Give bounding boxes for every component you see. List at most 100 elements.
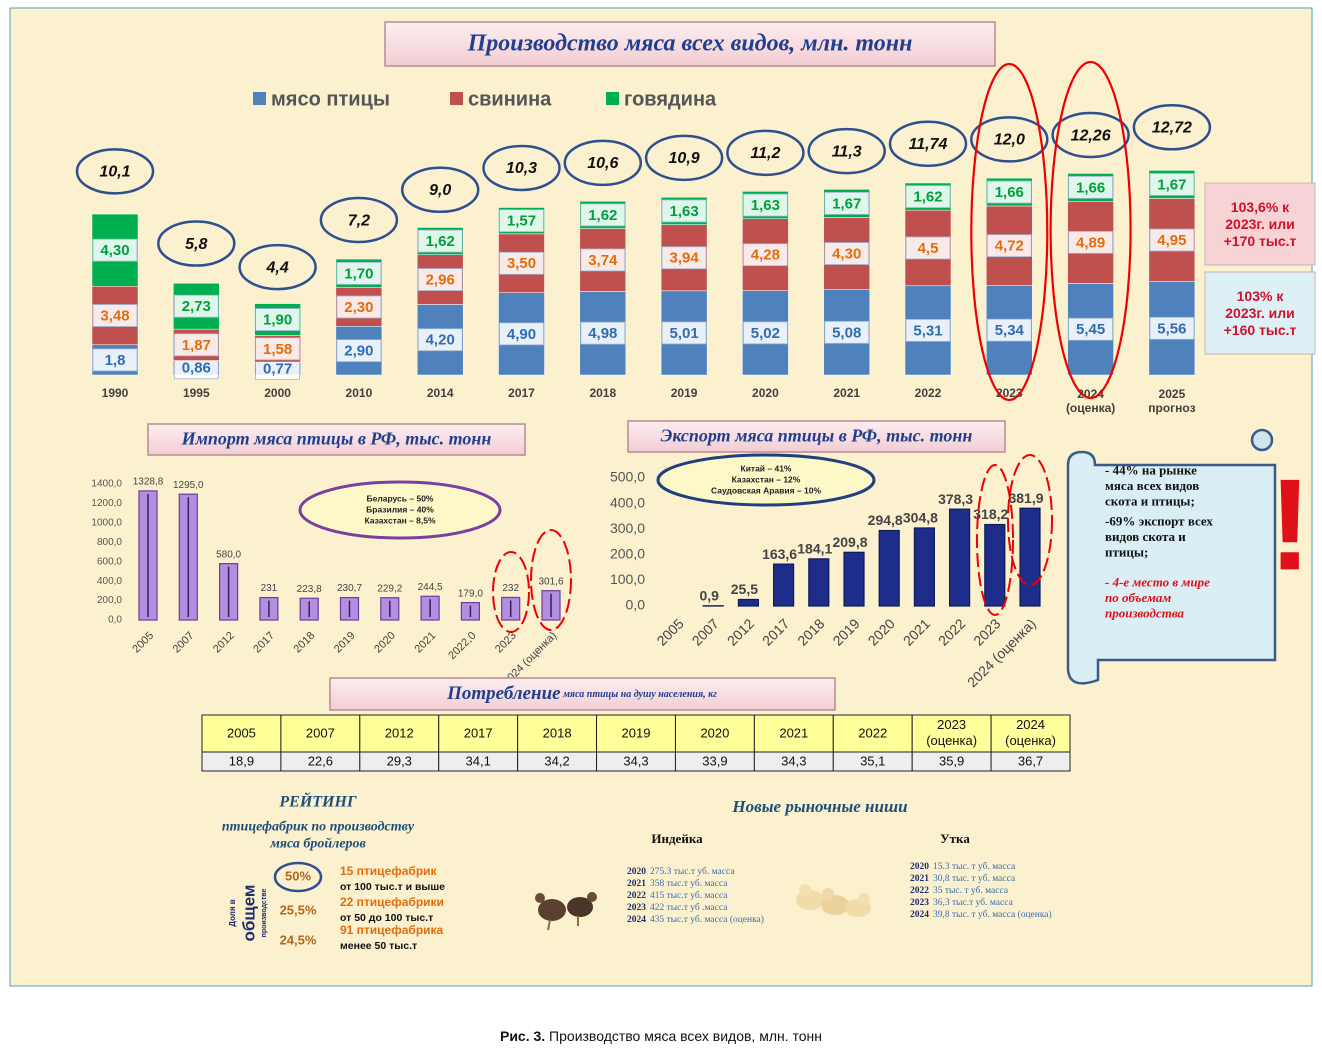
bar <box>985 525 1005 606</box>
value-label: 1,90 <box>263 312 292 329</box>
value-label: 163,6 <box>762 546 797 562</box>
caption-label: Рис. 3. <box>500 1028 545 1044</box>
rating-range: от 100 тыс.т и выше <box>340 881 445 893</box>
legend-swatch <box>606 92 619 105</box>
callout-item: - 44% на рынкемяса всех видовскота и пти… <box>1105 462 1199 508</box>
table-header: 2012 <box>385 725 414 740</box>
value-label: 4,98 <box>588 325 617 342</box>
rating-count: 15 птицефабрик <box>340 864 438 878</box>
rating-range: менее 50 тыс.т <box>340 940 417 952</box>
y-tick-label: 1400,0 <box>91 479 122 490</box>
value-label: 1,67 <box>832 195 861 212</box>
value-label: 3,94 <box>669 250 699 267</box>
rating-axis-label: общем <box>239 884 258 941</box>
table-header: 2018 <box>543 725 572 740</box>
value-label: 4,30 <box>100 242 129 259</box>
x-tick-label: 2022 <box>915 386 942 400</box>
x-tick-label: 1990 <box>102 386 129 400</box>
total-label: 12,26 <box>1071 127 1111 144</box>
niche-year: 2023 <box>910 898 929 908</box>
table-header: 2005 <box>227 725 256 740</box>
table-value: 29,3 <box>387 753 412 768</box>
inset-line: Казахстан – 12% <box>732 474 801 484</box>
niche-year: 2020 <box>627 867 646 877</box>
value-label: 5,01 <box>669 325 698 342</box>
value-label: 3,74 <box>588 252 618 269</box>
legend-label: свинина <box>468 88 552 110</box>
value-label: 1295,0 <box>173 480 204 491</box>
value-label: 1,63 <box>751 197 780 214</box>
value-label: 1,87 <box>182 337 211 354</box>
total-label: 10,1 <box>99 164 130 181</box>
table-value: 34,3 <box>623 753 648 768</box>
value-label: 223,8 <box>297 584 322 595</box>
value-label: 304,8 <box>903 510 938 526</box>
niche-line: 2023422 тыс.т уб .масса <box>627 902 728 913</box>
exclamation: ! <box>1268 451 1311 597</box>
value-label: 4,72 <box>995 238 1024 255</box>
value-label: 230,7 <box>337 583 362 594</box>
value-label: 5,08 <box>832 324 861 341</box>
table-value: 34,2 <box>544 753 569 768</box>
value-label: 4,20 <box>426 332 455 349</box>
value-label: 229,2 <box>377 583 402 594</box>
legend-swatch <box>450 92 463 105</box>
niche-line: 202015.3 тыс. т уб. масса <box>910 861 1016 872</box>
total-label: 11,2 <box>750 145 780 162</box>
total-label: 5,8 <box>185 236 207 253</box>
value-label: 2,73 <box>182 298 211 315</box>
y-tick-label: 400,0 <box>610 494 645 510</box>
value-label: 1,62 <box>426 233 455 250</box>
chart-title: Импорт мяса птицы в РФ, тыс. тонн <box>181 429 492 449</box>
value-label: 4,89 <box>1076 234 1105 251</box>
scroll-curl <box>1252 430 1272 450</box>
value-label: 1,62 <box>913 189 942 206</box>
value-label: 244,5 <box>418 582 443 593</box>
y-tick-label: 0,0 <box>108 615 122 626</box>
bar <box>738 599 758 606</box>
table-value: 18,9 <box>229 753 254 768</box>
niche-line: 202130,8 тыс. т уб. масса <box>910 873 1016 884</box>
total-label: 11,3 <box>832 143 862 160</box>
inset-line: Казахстан – 8,5% <box>364 515 435 525</box>
value-label: 5,34 <box>995 322 1025 339</box>
value-label: 4,5 <box>918 240 939 257</box>
x-tick-label: 2021 <box>833 386 860 400</box>
total-label: 10,9 <box>669 150 700 167</box>
rating-count: 22 птицефабрики <box>340 895 444 909</box>
table-title-rest: мяса птицы на душу населения, кг <box>561 689 718 700</box>
value-label: 179,0 <box>458 588 483 599</box>
page: Производство мяса всех видов, млн. тоннм… <box>0 0 1322 1059</box>
x-tick-label: 2017 <box>508 386 535 400</box>
value-label: 1328,8 <box>133 477 164 488</box>
table-title-main: Потребление <box>446 683 561 704</box>
niche-text: 415 тыс.т уб. масса <box>650 890 728 901</box>
value-label: 1,63 <box>669 203 698 220</box>
value-label: 231 <box>261 583 278 594</box>
y-tick-label: 200,0 <box>610 546 645 562</box>
rating-axis-label: Доля в <box>228 899 237 926</box>
value-label: 0,9 <box>699 587 719 603</box>
value-label: 1,62 <box>588 207 617 224</box>
niche-text: 275.3 тыс.т уб. масса <box>650 866 735 877</box>
caption: Рис. 3. Производство мяса всех видов, мл… <box>500 1028 822 1044</box>
table-value: 34,1 <box>466 753 491 768</box>
total-label: 4,4 <box>265 259 288 276</box>
legend-swatch <box>253 92 266 105</box>
legend-label: мясо птицы <box>271 88 390 110</box>
rating-range: от 50 до 100 тыс.т <box>340 912 433 924</box>
rating-axis-label: производстве <box>261 889 268 938</box>
table-value: 35,9 <box>939 753 964 768</box>
value-label: 381,9 <box>1008 490 1043 506</box>
table-header: 2007 <box>306 725 335 740</box>
niche-text: 39,8 тыс. т уб. масса (оценка) <box>933 909 1052 920</box>
table-header: 2017 <box>464 725 493 740</box>
value-label: 5,45 <box>1076 321 1105 338</box>
total-label: 12,72 <box>1152 120 1192 137</box>
value-label: 1,58 <box>263 341 292 358</box>
value-label: 4,90 <box>507 326 536 343</box>
niche-name: Индейка <box>651 831 703 846</box>
niche-year: 2024 <box>627 915 646 925</box>
value-label: 378,3 <box>938 491 973 507</box>
